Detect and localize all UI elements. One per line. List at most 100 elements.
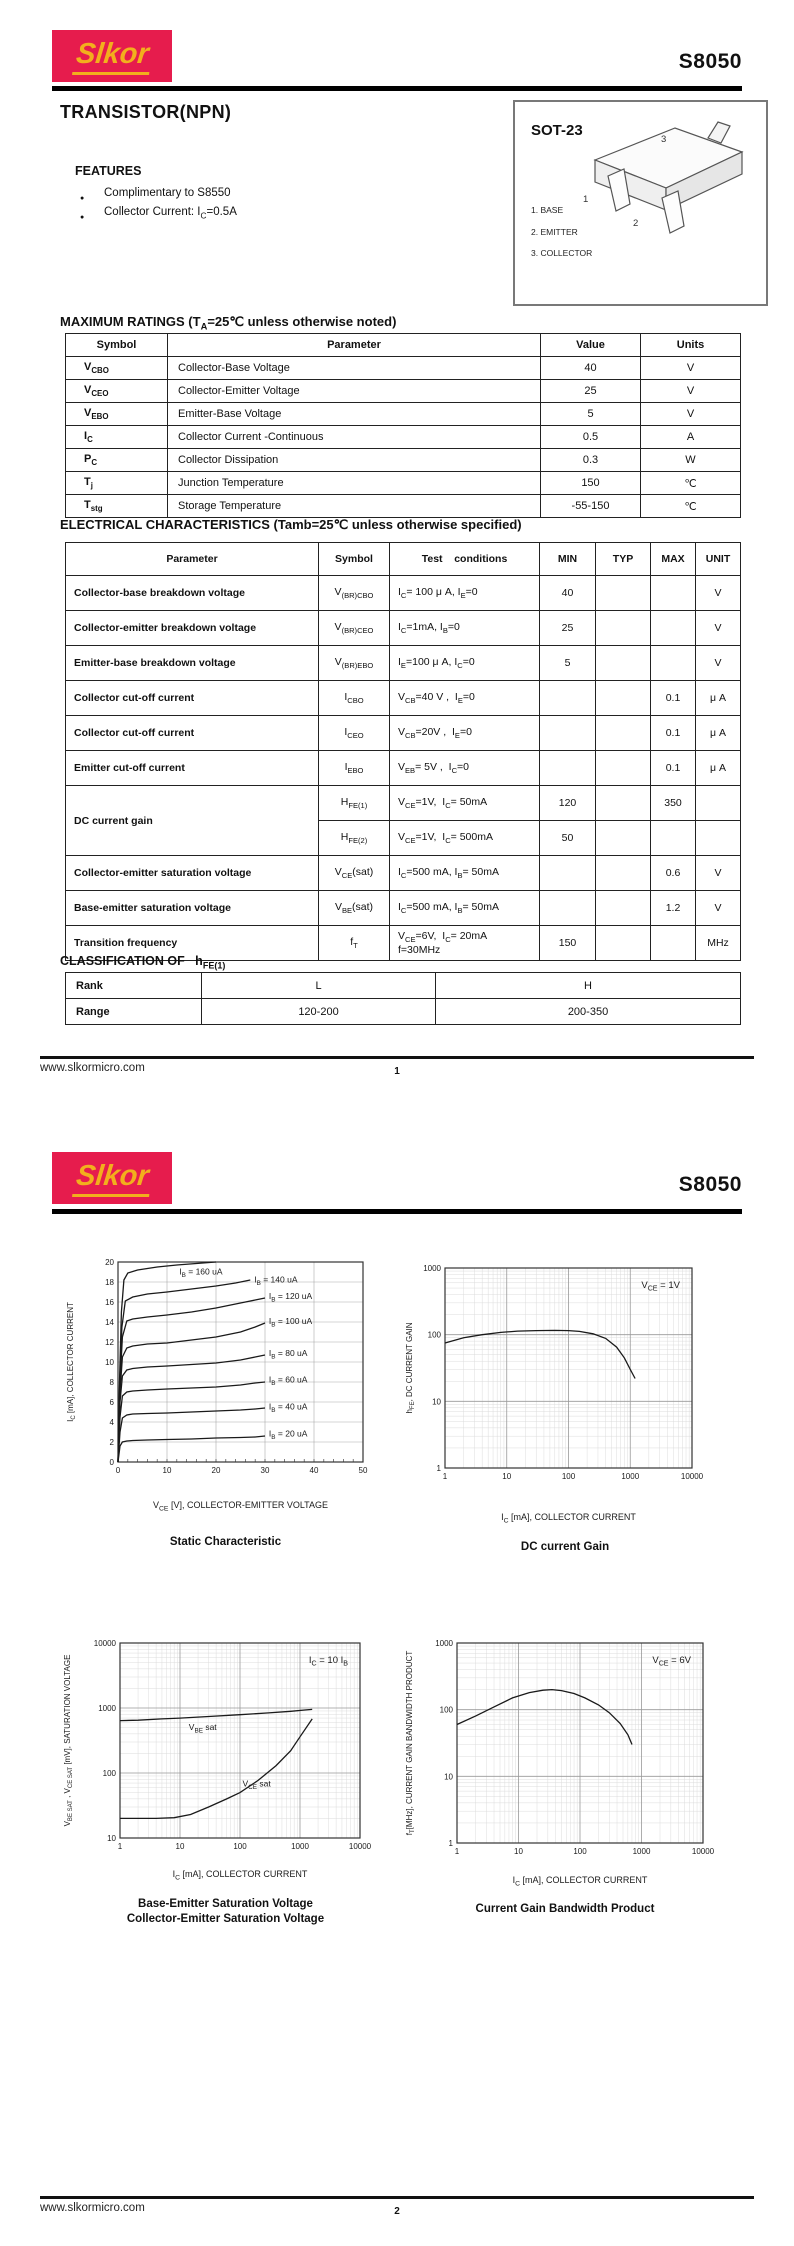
symbol-cell: IEBO: [318, 750, 390, 786]
value-cell: 120-200: [201, 998, 436, 1025]
table-row: Tstg Storage Temperature -55-150 ℃: [65, 494, 741, 518]
units-cell: ℃: [640, 494, 741, 518]
table-row: VEBO Emitter-Base Voltage 5 V: [65, 402, 741, 426]
column-header: Symbol: [65, 333, 168, 357]
column-header: UNIT: [695, 542, 741, 576]
min-cell: 50: [539, 820, 596, 856]
chart-title: Static Characteristic: [169, 1536, 282, 1548]
unit-cell: V: [695, 890, 741, 926]
parameter-cell: Collector-emitter saturation voltage: [65, 855, 319, 891]
conditions-cell: IE=100 μ A, IC=0: [389, 645, 540, 681]
svg-text:1000: 1000: [435, 1639, 453, 1648]
unit-cell: V: [695, 645, 741, 681]
conditions-cell: VCB=20V , IE=0: [389, 715, 540, 751]
part-number: S8050: [678, 50, 742, 73]
table-row: VCEO Collector-Emitter Voltage 25 V: [65, 379, 741, 403]
header-rule: [52, 1209, 742, 1214]
conditions-cell: VCE=1V, IC= 50mA: [389, 785, 540, 821]
column-header: Value: [540, 333, 641, 357]
feature-item: Complimentary to S8550: [80, 184, 237, 208]
table-row: PC Collector Dissipation 0.3 W: [65, 448, 741, 472]
max-cell: 0.1: [650, 750, 696, 786]
min-cell: [539, 715, 596, 751]
symbol-cell: Tstg: [65, 494, 168, 518]
svg-text:20: 20: [212, 1466, 221, 1475]
header-rule: [52, 86, 742, 91]
table-header-row: Parameter Symbol Test conditions MIN TYP MAX U…: [65, 542, 741, 576]
chart-dc-current-gain: 1 10 100 1000 10000 1 10 100 1000 VCE = 1V IC [mA]…: [400, 1218, 730, 1555]
unit-cell: μ A: [695, 715, 741, 751]
conditions-cell: IC=500 mA, IB= 50mA: [389, 855, 540, 891]
page-title: TRANSISTOR(NPN): [60, 102, 232, 122]
svg-text:1: 1: [443, 1472, 448, 1481]
column-header: MIN: [539, 542, 596, 576]
max-ratings-heading: MAXIMUM RATINGS (TA=25℃ unless otherwise…: [60, 314, 397, 332]
conditions-cell: IC=1mA, IB=0: [389, 610, 540, 646]
units-cell: V: [640, 402, 741, 426]
parameter-cell: Collector cut-off current: [65, 680, 319, 716]
symbol-cell: fT: [318, 925, 390, 961]
svg-text:18: 18: [105, 1278, 114, 1287]
value-cell: 150: [540, 471, 641, 495]
value-cell: -55-150: [540, 494, 641, 518]
conditions-cell: VEB= 5V , IC=0: [389, 750, 540, 786]
table-row: Collector cut-off current ICEO VCB=20V , I…: [65, 715, 741, 751]
feature-item: Collector Current: IC=0.5A: [80, 203, 237, 227]
table-row: DC current gain HFE(1) VCE=1V, IC= 50mA 120…: [65, 785, 741, 856]
unit-cell: V: [695, 855, 741, 891]
brand-logo: Slkor: [52, 30, 172, 82]
unit-cell: [695, 820, 741, 856]
sot23-drawing-icon: [593, 121, 744, 234]
classification-heading: CLASSIFICATION OF hFE(1): [60, 954, 226, 971]
value-cell: L: [201, 972, 436, 999]
page-2: Slkor S8050 0 2 4 6 8 10 12 14 16 18 20 0 10 20 30 40 50…: [0, 1123, 794, 2246]
symbol-cell: IC: [65, 425, 168, 449]
max-cell: 350: [650, 785, 696, 821]
parameter-cell: Base-emitter saturation voltage: [65, 890, 319, 926]
unit-cell: [695, 785, 741, 821]
svg-text:100: 100: [103, 1769, 117, 1778]
table-row: Tj Junction Temperature 150 ℃: [65, 471, 741, 495]
table-row: Collector cut-off current ICBO VCB=40 V , …: [65, 680, 741, 716]
table-row: Collector-emitter saturation voltage VCE(…: [65, 855, 741, 891]
label-cell: Rank: [65, 972, 202, 999]
value-cell: 200-350: [435, 998, 741, 1025]
conditions-cell: VCE=6V, IC= 20mA f=30MHz: [389, 925, 540, 961]
svg-text:6: 6: [110, 1398, 115, 1407]
svg-text:10: 10: [432, 1397, 441, 1406]
svg-text:0: 0: [110, 1458, 115, 1467]
svg-text:VCE [V], COLLECTOR-EMITTER VOL: VCE [V], COLLECTOR-EMITTER VOLTAGE: [153, 1500, 328, 1513]
symbol-cell: HFE(2): [318, 820, 390, 856]
table-row: IC Collector Current -Continuous 0.5 A: [65, 425, 741, 449]
symbol-cell: VEBO: [65, 402, 168, 426]
parameter-cell: DC current gain: [65, 785, 319, 856]
typ-cell: [595, 610, 651, 646]
min-cell: [539, 680, 596, 716]
parameter-cell: Transition frequency: [65, 925, 319, 961]
parameter-cell: Emitter-base breakdown voltage: [65, 645, 319, 681]
svg-text:10: 10: [176, 1842, 185, 1851]
parameter-cell: Collector-emitter breakdown voltage: [65, 610, 319, 646]
parameter-cell: Junction Temperature: [167, 471, 541, 495]
units-cell: ℃: [640, 471, 741, 495]
svg-text:1: 1: [455, 1847, 460, 1856]
svg-text:10000: 10000: [349, 1842, 372, 1851]
svg-text:20: 20: [105, 1258, 114, 1267]
svg-text:1000: 1000: [621, 1472, 639, 1481]
min-cell: [539, 855, 596, 891]
parameter-cell: Collector-base breakdown voltage: [65, 575, 319, 611]
unit-cell: μ A: [695, 680, 741, 716]
svg-text:VCE = 6V: VCE = 6V: [652, 1655, 691, 1668]
value-cell: 0.3: [540, 448, 641, 472]
classification-table: Rank L H Range 120-200 200-350: [65, 972, 741, 1025]
svg-text:1000: 1000: [633, 1847, 651, 1856]
max-ratings-table: Symbol Parameter Value Units VCBO Collector-B…: [65, 333, 741, 518]
symbol-cell: PC: [65, 448, 168, 472]
table-row: Collector-base breakdown voltage V(BR)CBO…: [65, 575, 741, 611]
svg-text:10000: 10000: [692, 1847, 715, 1856]
pin-label: 3. COLLECTOR: [531, 248, 593, 258]
unit-cell: μ A: [695, 750, 741, 786]
parameter-cell: Collector-Base Voltage: [167, 356, 541, 380]
table-row: Base-emitter saturation voltage VBE(sat) I…: [65, 890, 741, 926]
